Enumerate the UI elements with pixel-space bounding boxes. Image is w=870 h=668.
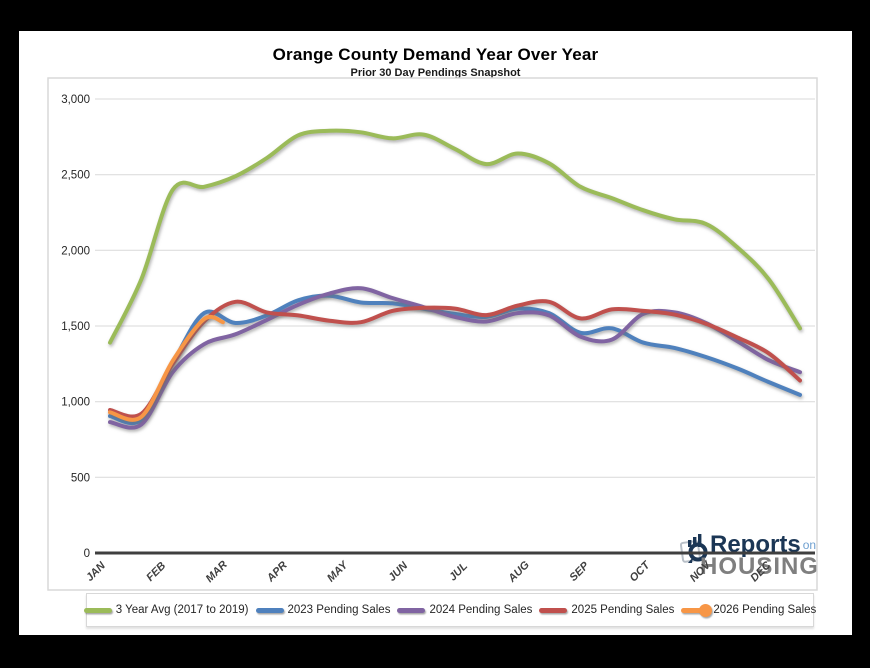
y-tick-label: 2,000: [61, 245, 90, 257]
legend-label: 2026 Pending Sales: [713, 604, 817, 616]
legend-marker-dot-icon: [699, 603, 713, 617]
month-label-jan: JAN: [84, 559, 109, 584]
legend-item-2024-pending-sales: 2024 Pending Sales: [397, 604, 532, 617]
month-label-sep: SEP: [567, 559, 592, 584]
month-label-nov: NOV: [688, 558, 715, 585]
legend-line-icon: [83, 607, 112, 613]
month-label-feb: FEB: [144, 560, 168, 584]
chart-subtitle: Prior 30 Day Pendings Snapshot: [350, 67, 521, 79]
month-label-apr: APR: [264, 559, 290, 585]
month-label-jul: JUL: [447, 560, 470, 583]
legend-label: 3 Year Avg (2017 to 2019): [115, 604, 249, 616]
legend-item-2023-pending-sales: 2023 Pending Sales: [255, 604, 391, 617]
legend-item-2025-pending-sales: 2025 Pending Sales: [539, 604, 674, 617]
legend-label: 2024 Pending Sales: [429, 604, 533, 616]
legend-line-icon: [681, 607, 710, 613]
y-tick-label: 500: [71, 472, 90, 484]
month-label-dec: DEC: [748, 559, 774, 585]
y-tick-label: 0: [84, 548, 90, 560]
legend-label: 2025 Pending Sales: [571, 604, 675, 616]
y-tick-label: 2,500: [61, 170, 90, 182]
series-line-2025-pending-sales: [108, 299, 802, 419]
y-tick-label: 3,000: [61, 94, 90, 106]
y-tick-label: 1,500: [61, 321, 90, 333]
y-tick-label: 1,000: [61, 397, 90, 409]
legend-swatch-2023-pending-sales: [255, 604, 284, 617]
series-line-3-year-avg: [108, 128, 802, 345]
legend-line-icon: [255, 607, 284, 613]
legend-swatch-2026-pending-sales: [681, 603, 713, 617]
legend-swatch-2024-pending-sales: [397, 604, 426, 617]
month-label-jun: JUN: [386, 559, 411, 584]
chart-title: Orange County Demand Year Over Year: [272, 45, 599, 64]
plot-frame: [47, 77, 818, 591]
legend-label: 2023 Pending Sales: [287, 604, 391, 616]
series-lines: [108, 128, 802, 430]
logo-word-on: on: [802, 538, 817, 552]
legend-line-icon: [397, 607, 426, 613]
month-label-may: MAY: [325, 558, 351, 584]
legend-line-icon: [539, 607, 568, 613]
logo-word-housing: HOUSING: [700, 553, 820, 580]
legend-item-2026-pending-sales: 2026 Pending Sales: [681, 603, 817, 617]
axis-labels: 0 500 1,000 1,500 2,000 2,500 3,000 JAN FEB MAR AP…: [61, 94, 774, 585]
chart-border: [47, 77, 818, 591]
gridlines: [95, 98, 815, 478]
legend-item-3-year-avg: 3 Year Avg (2017 to 2019): [83, 604, 249, 617]
series-line-2024-pending-sales: [108, 286, 802, 430]
legend-swatch-2025-pending-sales: [539, 604, 568, 617]
report-page: Orange County Demand Year Over Year Prio…: [19, 31, 852, 635]
month-label-mar: MAR: [204, 559, 230, 585]
chart-legend: 3 Year Avg (2017 to 2019) 2023 Pending Sa…: [83, 593, 817, 627]
month-label-aug: AUG: [505, 559, 532, 586]
series-line-2023-pending-sales: [108, 293, 802, 426]
series-line-2026-pending-sales: [108, 314, 225, 422]
month-label-oct: OCT: [628, 559, 654, 585]
legend-swatch-3-year-avg: [83, 604, 112, 617]
